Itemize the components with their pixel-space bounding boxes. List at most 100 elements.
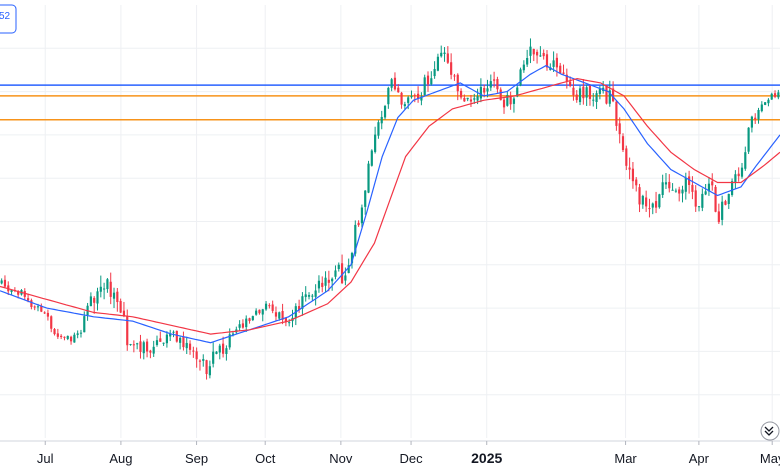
candle xyxy=(681,185,684,203)
candle xyxy=(569,76,572,88)
candle xyxy=(559,62,562,74)
candle xyxy=(658,193,661,209)
candle xyxy=(479,78,482,103)
candle xyxy=(79,329,83,338)
candle xyxy=(112,287,116,309)
candle xyxy=(483,84,486,98)
candle xyxy=(754,113,757,124)
candle xyxy=(145,338,149,358)
candle xyxy=(668,174,671,193)
candle xyxy=(311,293,314,301)
candle xyxy=(436,53,440,72)
candle xyxy=(711,173,714,191)
candle xyxy=(390,77,393,92)
candle xyxy=(334,265,337,280)
candle xyxy=(433,61,436,79)
candle xyxy=(129,343,132,346)
x-tick-label: Sep xyxy=(185,451,208,466)
candle xyxy=(46,309,50,321)
candle xyxy=(208,360,211,379)
goto-realtime-icon[interactable] xyxy=(760,421,780,441)
candle xyxy=(413,93,416,103)
candle xyxy=(182,331,185,351)
candle xyxy=(165,331,168,348)
candle xyxy=(446,46,449,64)
candle xyxy=(397,84,400,93)
candle xyxy=(440,45,443,58)
candle xyxy=(737,167,740,182)
candle xyxy=(582,79,585,105)
candle xyxy=(671,183,674,191)
candle xyxy=(205,359,208,380)
candle xyxy=(417,86,420,103)
candle xyxy=(542,49,545,60)
candle xyxy=(529,38,532,64)
candle xyxy=(122,301,126,318)
symbol-badge[interactable]: 52 xyxy=(0,4,17,34)
candle xyxy=(612,81,615,103)
candle xyxy=(255,308,258,316)
candle xyxy=(347,258,350,274)
x-tick-label: Oct xyxy=(255,451,276,466)
candle xyxy=(648,198,651,218)
candle xyxy=(264,301,268,311)
candle xyxy=(403,101,406,110)
candle xyxy=(592,93,595,107)
candle xyxy=(714,184,717,213)
ma-slow-line xyxy=(0,77,780,335)
candle xyxy=(393,72,397,91)
candle xyxy=(327,270,330,292)
x-axis-ticks: Jul Aug Sep Oct Nov Dec 2025 Mar Apr May xyxy=(37,441,780,466)
candle xyxy=(99,275,102,298)
candle xyxy=(588,84,592,106)
candle xyxy=(750,115,753,133)
candle xyxy=(202,354,205,367)
candle xyxy=(274,306,278,322)
candle xyxy=(241,319,245,329)
candle xyxy=(331,277,334,291)
candle xyxy=(56,328,59,339)
candle xyxy=(387,86,390,109)
candle xyxy=(502,97,506,114)
candle xyxy=(466,97,469,102)
candle xyxy=(426,71,430,92)
candle xyxy=(218,343,221,360)
candle xyxy=(245,315,248,332)
candle xyxy=(565,68,568,89)
candle xyxy=(770,92,773,100)
candle xyxy=(701,188,704,212)
candle xyxy=(268,303,271,309)
x-tick-label: Nov xyxy=(329,451,353,466)
candle xyxy=(50,315,53,333)
candle xyxy=(744,146,747,171)
candle xyxy=(169,329,172,342)
candle xyxy=(149,349,152,359)
candle xyxy=(357,220,360,227)
candle xyxy=(364,190,367,215)
candle xyxy=(512,96,516,113)
candle xyxy=(773,90,777,99)
candle xyxy=(625,145,628,171)
x-tick-label: Dec xyxy=(399,451,423,466)
candle xyxy=(628,157,631,180)
candle xyxy=(86,302,89,321)
candle xyxy=(238,320,241,331)
candle xyxy=(522,60,525,73)
candle xyxy=(519,67,522,87)
candle xyxy=(486,79,489,98)
candle xyxy=(69,335,73,345)
horizontal-levels[interactable] xyxy=(0,84,780,121)
candle xyxy=(377,120,380,139)
candle xyxy=(651,202,654,215)
candle xyxy=(93,296,96,314)
candle xyxy=(3,275,7,288)
candle xyxy=(383,104,387,120)
candle xyxy=(278,311,281,321)
candle xyxy=(704,184,707,196)
candle xyxy=(757,107,760,124)
candle xyxy=(423,74,426,97)
badge-label: 52 xyxy=(0,11,11,22)
candle xyxy=(307,292,311,300)
